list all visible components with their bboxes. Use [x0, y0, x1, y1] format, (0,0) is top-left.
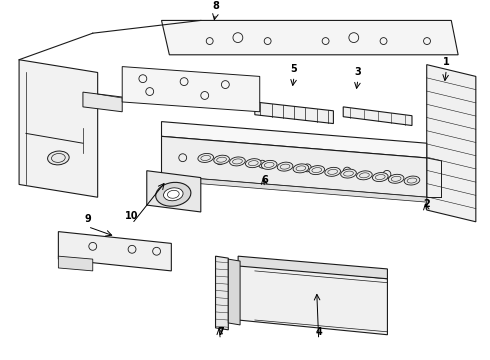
- Polygon shape: [216, 256, 228, 330]
- Ellipse shape: [357, 171, 372, 180]
- Polygon shape: [162, 176, 427, 202]
- Text: 6: 6: [261, 175, 268, 185]
- Text: 3: 3: [355, 67, 361, 77]
- Polygon shape: [427, 65, 476, 222]
- Polygon shape: [58, 256, 93, 271]
- Text: 8: 8: [212, 1, 219, 11]
- Ellipse shape: [156, 183, 191, 206]
- Polygon shape: [19, 60, 98, 197]
- Polygon shape: [83, 92, 122, 112]
- Text: 7: 7: [217, 327, 224, 337]
- Polygon shape: [162, 21, 458, 55]
- Ellipse shape: [388, 174, 404, 183]
- Ellipse shape: [404, 176, 420, 185]
- Ellipse shape: [277, 162, 293, 171]
- Polygon shape: [238, 264, 388, 335]
- Ellipse shape: [164, 188, 183, 201]
- Ellipse shape: [341, 169, 356, 178]
- Polygon shape: [238, 256, 388, 279]
- Ellipse shape: [325, 167, 341, 176]
- Text: 5: 5: [291, 64, 297, 73]
- Polygon shape: [228, 259, 240, 325]
- Polygon shape: [162, 136, 427, 197]
- Ellipse shape: [309, 166, 324, 175]
- Ellipse shape: [293, 164, 309, 173]
- Text: 4: 4: [315, 327, 322, 337]
- Text: 2: 2: [423, 199, 430, 209]
- Polygon shape: [162, 122, 427, 158]
- Text: 10: 10: [125, 211, 139, 221]
- Text: 1: 1: [443, 57, 450, 67]
- Ellipse shape: [261, 161, 277, 170]
- Ellipse shape: [48, 151, 69, 165]
- Polygon shape: [343, 107, 412, 126]
- Ellipse shape: [245, 159, 261, 168]
- Polygon shape: [122, 67, 260, 112]
- Polygon shape: [255, 102, 333, 123]
- Polygon shape: [147, 171, 201, 212]
- Ellipse shape: [230, 157, 245, 166]
- Text: 9: 9: [84, 214, 91, 224]
- Polygon shape: [58, 231, 172, 271]
- Ellipse shape: [372, 172, 388, 181]
- Ellipse shape: [198, 153, 214, 162]
- Ellipse shape: [214, 155, 229, 164]
